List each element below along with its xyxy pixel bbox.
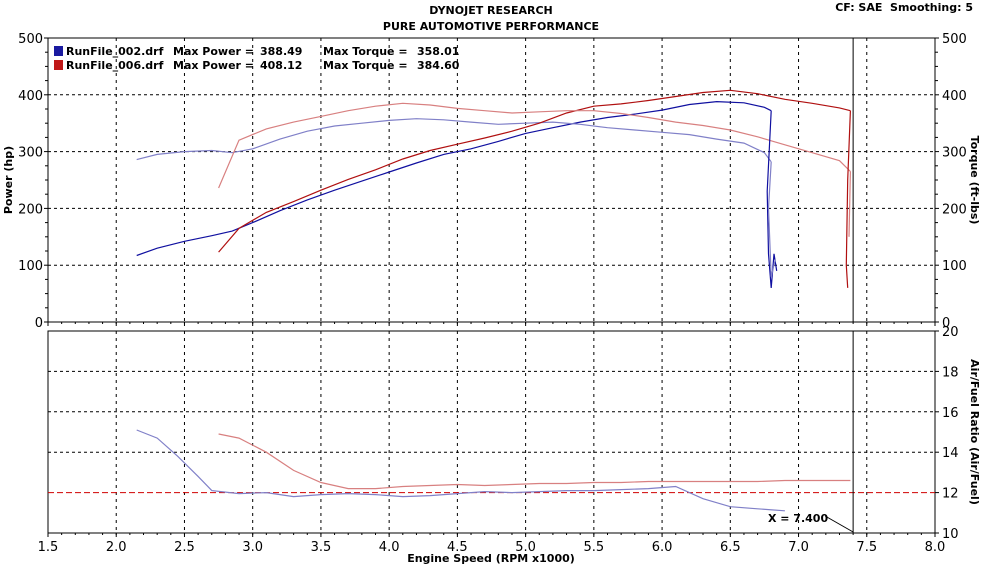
legend-run2-torque: 384.60: [417, 59, 460, 72]
x-axis-title: Engine Speed (RPM x1000): [407, 552, 575, 565]
power-grid: [48, 38, 935, 322]
legend-run1-name: RunFile_002.drf: [66, 45, 164, 58]
afr-tick-label: 14: [942, 446, 959, 461]
power-tick-label: 200: [18, 202, 43, 217]
power-tick-label: 500: [18, 32, 43, 47]
legend-run2-power: 408.12: [260, 59, 302, 72]
x-tick-label: 3.5: [311, 540, 332, 555]
legend-run2-name: RunFile_006.drf: [66, 59, 164, 72]
x-tick-label: 7.5: [856, 540, 877, 555]
power-tick-label: 400: [18, 89, 43, 104]
power-axis-title: Power (hp): [2, 146, 15, 214]
afr-tick-label: 18: [942, 365, 959, 380]
chart-title: DYNOJET RESEARCH: [429, 4, 552, 17]
line-rundown-tail: [767, 161, 776, 277]
afr-axis-title: Air/Fuel Ratio (Air/Fuel): [968, 359, 981, 505]
line-rundown-tail: [845, 110, 851, 288]
series-lines: [136, 89, 851, 512]
x-tick-label: 4.5: [447, 540, 468, 555]
legend-run1-torque: 358.01: [417, 45, 459, 58]
legend-swatch-run2: [54, 60, 63, 70]
torque-tick-label: 100: [942, 259, 967, 274]
x-tick-label: 6.5: [720, 540, 741, 555]
line-power-run2: [218, 89, 851, 253]
x-tick-label: 8.0: [925, 540, 946, 555]
power-tick-label: 100: [18, 259, 43, 274]
legend-item-run2[interactable]: RunFile_006.drf Max Power = 408.12 Max T…: [54, 59, 460, 72]
chart-subtitle: PURE AUTOMOTIVE PERFORMANCE: [383, 20, 599, 33]
line-afr-run2_light: [218, 433, 851, 490]
afr-tick-label: 16: [942, 406, 959, 421]
line-power-run1: [136, 100, 772, 257]
legend-run1-power-label: Max Power =: [173, 45, 254, 58]
x-tick-label: 6.0: [652, 540, 673, 555]
legend-run2-power-label: Max Power =: [173, 59, 254, 72]
legend-run1-torque-label: Max Torque =: [323, 45, 408, 58]
cursor-readout: X = 7.400: [768, 512, 828, 525]
line-rundown-tail: [848, 171, 851, 237]
torque-tick-label: 500: [942, 32, 967, 47]
torque-tick-label: 300: [942, 146, 967, 161]
line-afr-run1_light: [136, 429, 785, 512]
x-tick-label: 2.5: [174, 540, 195, 555]
afr-tick-label: 12: [942, 487, 959, 502]
afr-tick-label: 20: [942, 325, 959, 340]
power-tick-label: 300: [18, 146, 43, 161]
power-tick-label: 0: [35, 316, 43, 331]
torque-tick-label: 0: [942, 316, 950, 331]
torque-tick-label: 400: [942, 89, 967, 104]
x-tick-label: 1.5: [38, 540, 59, 555]
torque-axis-title: Torque (ft-lbs): [968, 136, 981, 225]
x-tick-label: 2.0: [106, 540, 127, 555]
axis-ticks: 1.5 2.0 2.5 3.0 3.5 4.0 4.5 5.0 5.5 6.0 6.5 7.0 7.5 8…: [18, 32, 967, 555]
settings-readout: CF: SAE Smoothing: 5: [835, 1, 973, 14]
afr-tick-label: 10: [942, 527, 959, 542]
legend-item-run1[interactable]: RunFile_002.drf Max Power = 388.49 Max T…: [54, 45, 459, 58]
line-torque-run2_light: [218, 102, 851, 189]
afr-panel-frame: [47, 330, 936, 534]
power-panel-frame: [47, 37, 936, 323]
legend-swatch-run1: [54, 46, 63, 56]
legend-run1-power: 388.49: [260, 45, 302, 58]
cursor-leader: [824, 515, 854, 533]
legend-run2-torque-label: Max Torque =: [323, 59, 408, 72]
x-tick-label: 3.0: [242, 540, 263, 555]
line-torque-run1_light: [136, 118, 772, 163]
afr-grid: [48, 331, 935, 533]
torque-tick-label: 200: [942, 202, 967, 217]
line-rundown-tail: [766, 110, 778, 288]
x-tick-label: 7.0: [788, 540, 809, 555]
x-tick-label: 5.0: [515, 540, 536, 555]
legend: RunFile_002.drf Max Power = 388.49 Max T…: [54, 45, 460, 72]
x-tick-label: 4.0: [379, 540, 400, 555]
x-tick-label: 5.5: [584, 540, 605, 555]
